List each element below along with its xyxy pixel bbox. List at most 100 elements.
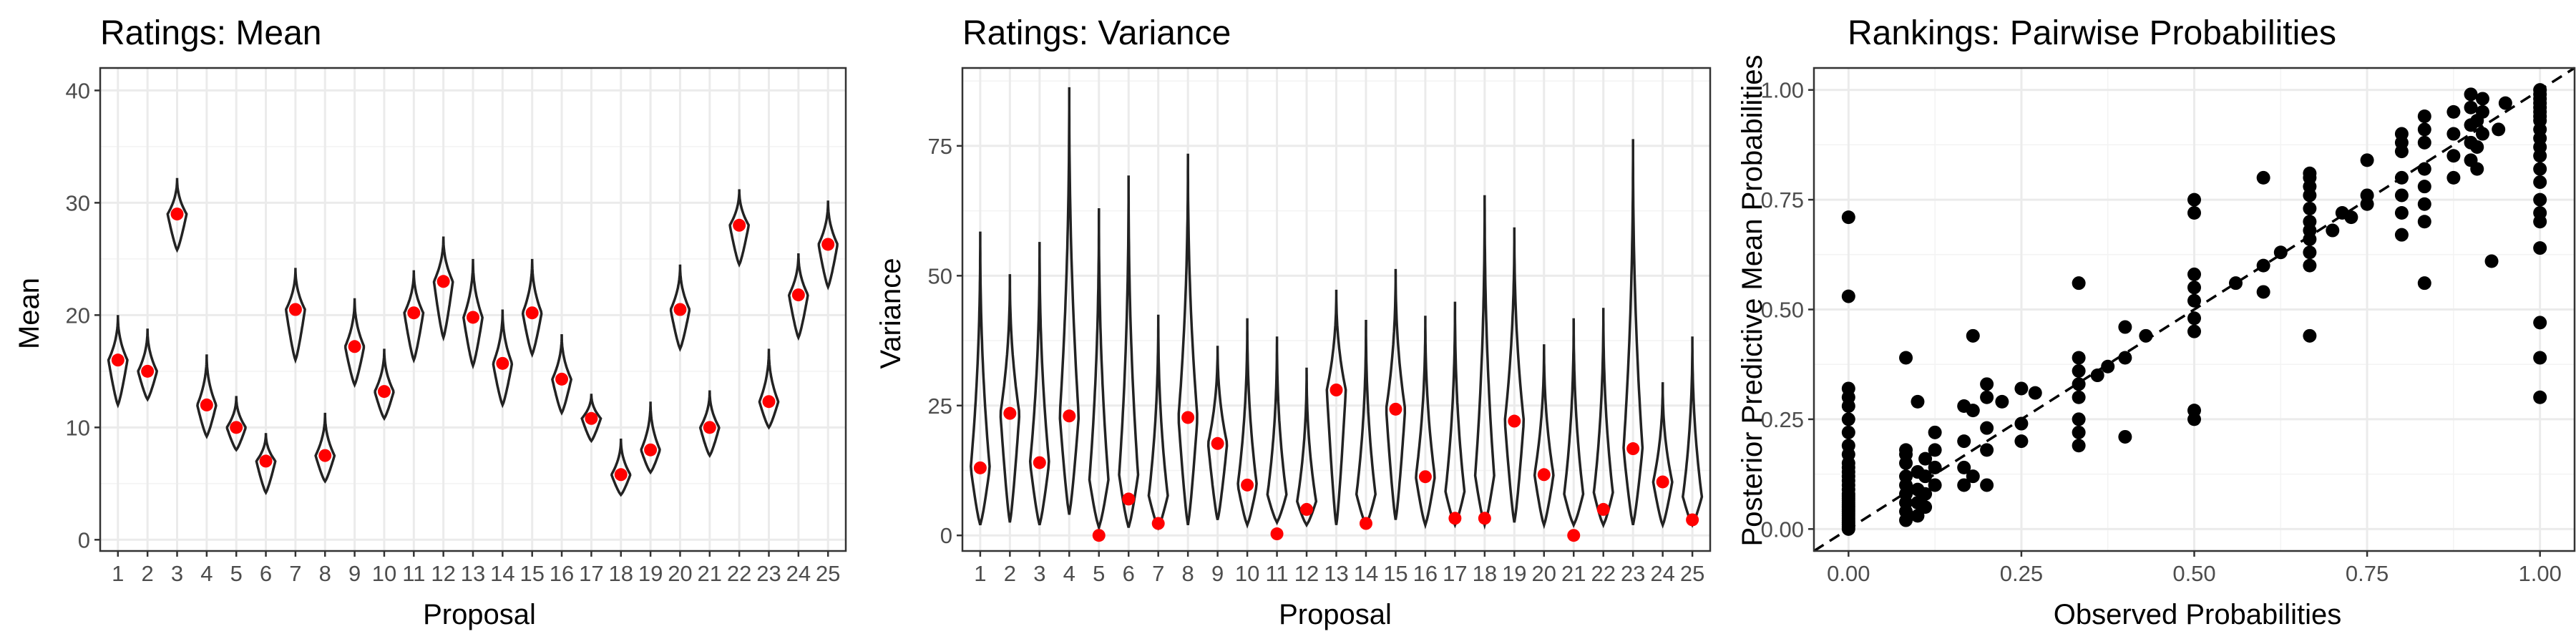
data-point [1918,469,1933,484]
data-point [2187,267,2201,281]
x-tick-label: 9 [348,561,361,586]
data-point [2256,285,2270,299]
x-tick-label: 24 [786,561,811,586]
data-point [2014,434,2029,449]
grid [100,68,846,551]
data-point [1957,460,1971,474]
chart-title: Ratings: Mean [100,14,322,52]
observed-point-15 [1389,402,1402,416]
x-tick-label: 1 [112,561,124,586]
x-tick-label: 21 [1561,561,1586,586]
panel-pairwise-probabilities: Rankings: Pairwise Probabilities 0.00 0.2… [1737,14,2576,630]
observed-point-9 [1211,436,1224,450]
data-point [1841,439,1855,453]
observed-point-4 [200,398,213,411]
data-point [2533,162,2547,176]
data-point [2417,135,2431,150]
violin-20 [669,264,691,352]
data-point [2187,311,2201,326]
violin-21 [1563,318,1585,529]
data-point [2533,206,2547,220]
data-point [2475,92,2489,106]
x-tick-label: 23 [756,561,781,586]
data-point [2470,140,2484,154]
observed-point-7 [1151,517,1165,530]
y-tick-label: 20 [66,303,90,328]
violin-19 [1503,227,1526,523]
violin-20 [1533,344,1555,530]
data-point [1928,443,1942,457]
observed-point-18 [614,468,628,482]
x-tick-label: 0.25 [2000,561,2043,586]
data-point [2533,192,2547,207]
data-point [1928,478,1942,492]
data-point [2492,122,2506,137]
data-point [1980,390,1994,404]
violin-18 [1473,195,1496,530]
data-point [2101,359,2115,374]
data-point [2187,324,2201,338]
data-point [1980,421,1994,435]
data-point [2484,254,2499,268]
y-axis-title: Mean [14,278,45,349]
data-point [2470,162,2484,176]
violin-17 [580,394,602,444]
plot-area: 0.00 0.25 0.50 0.75 1.00 0.00 0.25 0.50 0.75 1.00 [1761,67,2576,586]
x-tick-label: 0.00 [1827,561,1870,586]
data-point [1980,443,1994,457]
observed-point-11 [1270,527,1284,541]
observed-point-1 [111,353,125,367]
violin-16 [1415,316,1436,530]
x-tick-label: 17 [1443,561,1467,586]
violin-1 [970,231,991,526]
y-tick-label: 0.75 [1761,187,1804,213]
y-tick-label: 0.00 [1761,517,1804,542]
x-tick-label: 11 [402,561,425,586]
observed-point-9 [348,340,361,353]
data-point [1957,434,1971,449]
data-point [2394,206,2409,220]
x-tick-label: 18 [609,561,633,586]
observed-point-23 [762,395,776,409]
violin-7 [285,268,306,364]
violin-8 [1177,153,1199,525]
violin-10 [374,348,395,421]
data-point [1918,452,1933,466]
y-tick-label: 75 [928,134,952,159]
data-point [2187,206,2201,220]
data-point [1918,487,1933,501]
violin-7 [1147,314,1169,531]
observed-point-6 [1122,492,1136,506]
observed-point-15 [525,306,539,320]
violin-14 [1355,320,1377,529]
data-point [2187,280,2201,295]
observed-point-18 [1478,512,1491,525]
observed-point-24 [791,288,805,302]
data-point [2446,104,2461,119]
data-point [2072,390,2086,404]
data-point [2533,390,2547,404]
observed-point-13 [467,311,479,324]
x-tick-label: 16 [1413,561,1438,586]
data-point [2187,192,2201,207]
observed-point-24 [1656,475,1669,489]
data-point [2228,276,2243,291]
x-tick-label: 5 [230,561,243,586]
violin-4 [1058,87,1080,515]
data-point [2118,429,2132,444]
violin-15 [521,258,543,358]
observed-point-17 [585,411,598,425]
x-tick-label: 20 [1532,561,1556,586]
observed-point-1 [973,461,987,474]
observed-point-7 [288,303,302,316]
violin-12 [1296,367,1318,528]
data-point [1928,425,1942,439]
x-tick-label: 3 [1033,561,1045,586]
data-point [2417,109,2431,123]
x-tick-label: 13 [461,561,485,586]
x-tick-label: 12 [431,561,455,586]
data-point [2417,215,2431,229]
observed-point-25 [1686,513,1699,527]
data-point [2394,127,2409,141]
